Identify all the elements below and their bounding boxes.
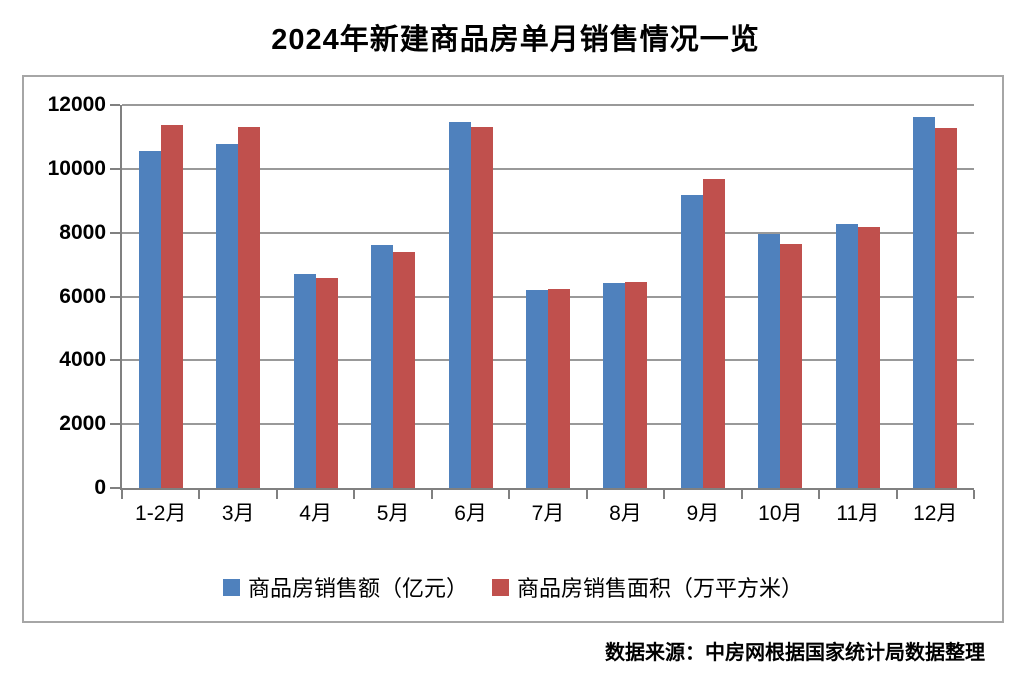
legend-item-sales-area: 商品房销售面积（万平方米） (492, 571, 803, 603)
x-tick (121, 490, 123, 499)
bar-5月-series2 (393, 251, 416, 488)
chart-frame: 0 2000 4000 6000 8000 10000 12000 1-2月 3月 4月 5月 6月 7… (22, 75, 1004, 623)
legend: 商品房销售额（亿元） 商品房销售面积（万平方米） (24, 571, 1002, 603)
x-axis-label: 7月 (531, 502, 565, 525)
bar-7月-series1 (526, 289, 548, 488)
y-axis-line (120, 105, 122, 490)
bar-12月-series1 (913, 116, 936, 488)
gridline-10000 (122, 167, 974, 170)
x-axis-label: 9月 (686, 502, 720, 525)
bar-3月-series1 (216, 143, 239, 488)
plot-area: 0 2000 4000 6000 8000 10000 12000 1-2月 3月 4月 5月 6月 7… (48, 93, 975, 525)
y-tick-2000 (110, 423, 120, 426)
y-tick-8000 (110, 231, 120, 234)
x-axis-label: 1-2月 (135, 502, 187, 525)
bar-10月-series2 (780, 244, 803, 488)
gridline-12000 (122, 104, 974, 106)
y-tick-10000 (110, 167, 120, 170)
x-axis-label: 5月 (376, 502, 410, 525)
y-axis-label: 12000 (47, 93, 106, 116)
y-axis-label: 10000 (47, 156, 106, 180)
bar-10月-series1 (758, 233, 781, 488)
bar-5月-series1 (371, 245, 394, 488)
x-axis-label: 11月 (836, 502, 880, 525)
x-tick (585, 490, 588, 499)
bar-4月-series1 (293, 273, 316, 488)
bar-4月-series2 (315, 278, 338, 488)
x-tick (353, 490, 356, 499)
x-tick (818, 490, 821, 499)
x-tick (430, 490, 433, 499)
bar-7月-series2 (548, 288, 570, 488)
bar-9月-series2 (702, 179, 725, 488)
bar-1-2月-series2 (160, 124, 183, 488)
bar-8月-series1 (603, 283, 626, 488)
x-tick (508, 490, 511, 499)
bar-11月-series1 (835, 223, 858, 488)
x-axis-label: 4月 (299, 502, 332, 525)
legend-swatch-blue (222, 578, 240, 596)
bar-1-2月-series1 (138, 150, 161, 488)
x-tick (973, 490, 975, 499)
y-axis-label: 6000 (59, 284, 106, 308)
x-axis-label: 6月 (454, 502, 487, 525)
bar-8月-series2 (625, 281, 648, 488)
y-axis-label: 2000 (59, 412, 106, 436)
y-axis-label: 4000 (59, 348, 106, 372)
y-tick-12000 (110, 104, 120, 106)
y-axis-label: 8000 (59, 220, 106, 244)
legend-swatch-red (492, 578, 509, 596)
x-axis-label: 10月 (758, 502, 803, 525)
x-tick (663, 490, 666, 499)
x-axis-label: 3月 (221, 502, 255, 525)
y-tick-6000 (110, 295, 120, 298)
x-axis-line (120, 488, 974, 490)
bar-6月-series2 (470, 127, 493, 488)
x-tick (895, 490, 898, 499)
y-tick-0 (110, 487, 120, 489)
y-axis-label: 0 (94, 476, 106, 499)
x-axis-label: 8月 (609, 502, 642, 525)
bar-6月-series1 (448, 121, 471, 488)
x-tick (740, 490, 743, 499)
x-axis-label: 12月 (913, 502, 958, 525)
bar-12月-series2 (935, 128, 958, 488)
gridline-8000 (122, 231, 974, 234)
page-title: 2024年新建商品房单月销售情况一览 (271, 24, 760, 56)
x-tick (275, 490, 278, 499)
bar-9月-series1 (680, 195, 703, 488)
bar-11月-series2 (857, 226, 880, 488)
bar-3月-series2 (238, 127, 261, 488)
x-tick (198, 490, 201, 499)
legend-item-sales-amount: 商品房销售额（亿元） (222, 571, 468, 603)
legend-label-sales-area: 商品房销售面积（万平方米） (517, 576, 804, 601)
legend-label-sales-amount: 商品房销售额（亿元） (247, 576, 468, 601)
source-note: 数据来源：中房网根据国家统计局数据整理 (605, 642, 985, 664)
y-tick-4000 (110, 359, 120, 362)
